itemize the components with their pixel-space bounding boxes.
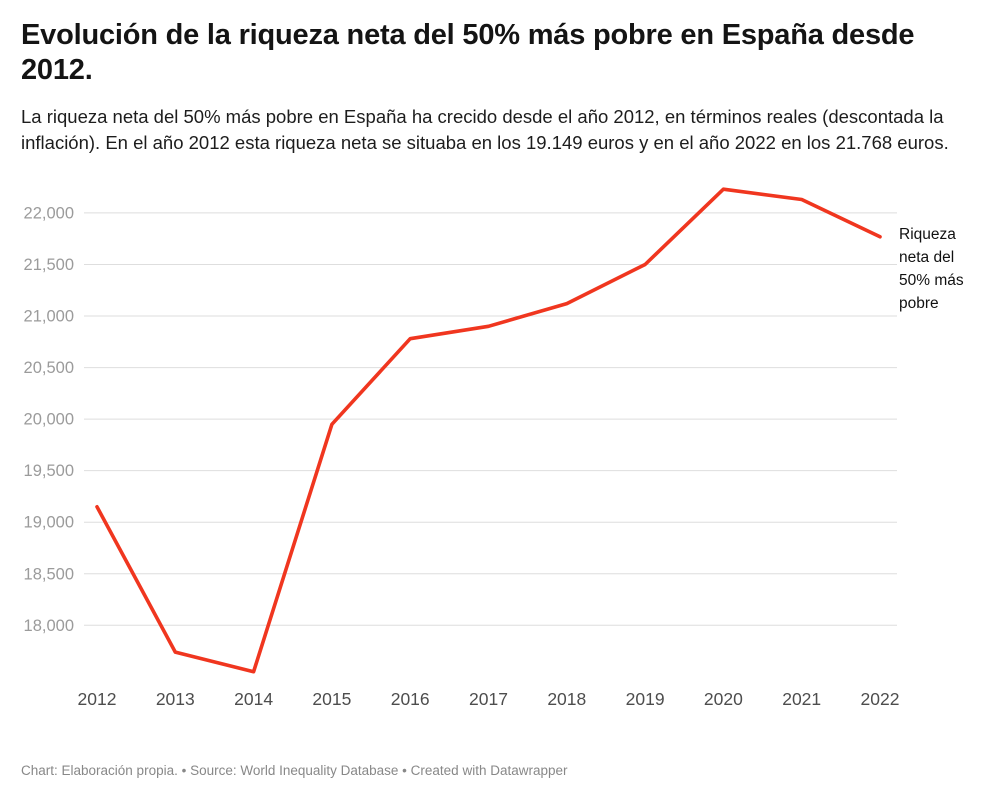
- series-annotation-label: Riqueza neta del 50% más pobre: [899, 226, 964, 313]
- y-axis-tick-label: 18,500: [24, 566, 74, 584]
- chart-title: Evolución de la riqueza neta del 50% más…: [21, 19, 915, 87]
- data-line: [95, 187, 882, 674]
- line-chart-area: 18,000 18,500 19,000 19,500 20,000 20,500 21,0…: [0, 172, 1000, 717]
- x-axis-tick-label: 2018: [547, 689, 586, 709]
- x-axis-tick-label: 2019: [626, 689, 665, 709]
- y-axis-tick-label: 21,000: [24, 308, 74, 326]
- x-axis-tick-label: 2012: [78, 689, 117, 709]
- y-axis-tick-label: 19,000: [24, 514, 74, 532]
- line-chart: 18,000 18,500 19,000 19,500 20,000 20,500 21,0…: [24, 187, 900, 709]
- y-axis-tick-label: 21,500: [24, 256, 74, 274]
- chart-header: Evolución de la riqueza neta del 50% más…: [0, 0, 1000, 156]
- attribution-footer: Chart: Elaboración propia. • Source: Wor…: [21, 763, 568, 778]
- y-axis-tick-label: 20,500: [24, 359, 74, 377]
- x-axis-tick-label: 2013: [156, 689, 195, 709]
- y-axis-tick-label: 18,000: [24, 617, 74, 635]
- chart-description: La riqueza neta del 50% más pobre en Esp…: [21, 105, 949, 154]
- y-axis-tick-label: 19,500: [24, 462, 74, 480]
- x-axis-tick-label: 2022: [861, 689, 900, 709]
- x-axis-tick-label: 2016: [391, 689, 430, 709]
- y-axis-tick-label: 20,000: [24, 411, 74, 429]
- x-axis-tick-label: 2014: [234, 689, 273, 709]
- x-axis-tick-label: 2020: [704, 689, 743, 709]
- x-axis-tick-label: 2017: [469, 689, 508, 709]
- y-axis-tick-label: 22,000: [24, 205, 74, 223]
- x-axis-tick-label: 2021: [782, 689, 821, 709]
- x-axis-tick-label: 2015: [312, 689, 351, 709]
